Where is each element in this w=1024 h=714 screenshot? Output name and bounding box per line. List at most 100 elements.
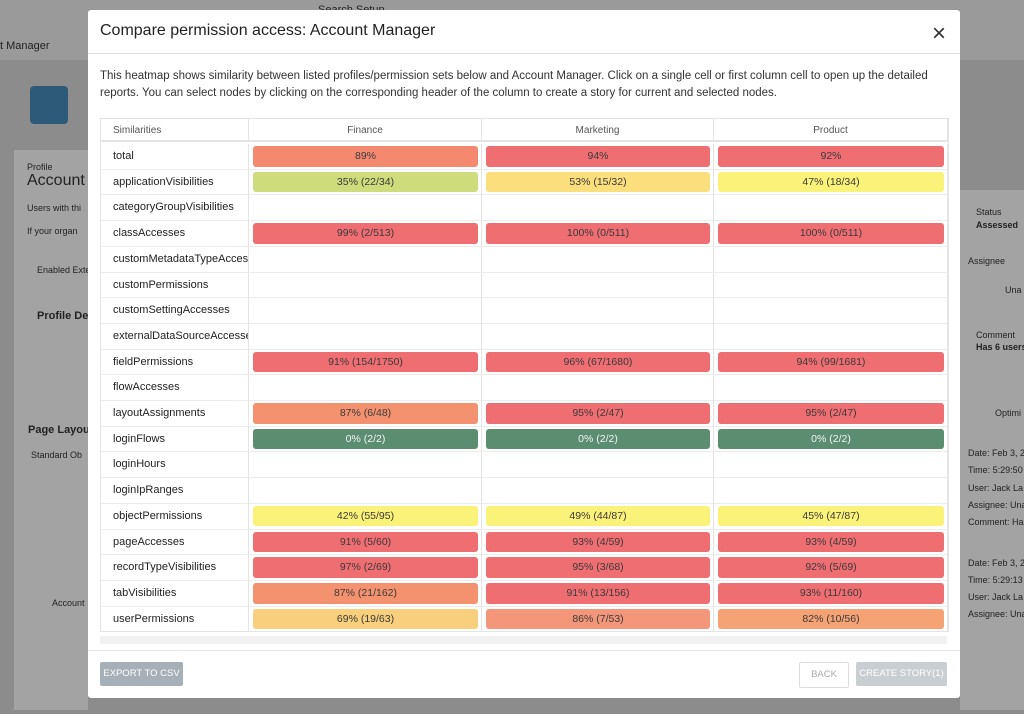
- row-divider: [101, 502, 948, 504]
- row-label[interactable]: applicationVisibilities: [101, 169, 249, 196]
- row-label[interactable]: customSettingAccesses: [101, 298, 249, 324]
- background-text: User: Jack La: [968, 592, 1024, 602]
- heat-cell[interactable]: 99% (2/513): [253, 223, 478, 244]
- footer-divider: [88, 650, 960, 651]
- heat-cell[interactable]: 87% (6/48): [253, 403, 478, 424]
- row-label[interactable]: total: [101, 144, 249, 170]
- column-divider: [481, 144, 482, 170]
- row-label[interactable]: pageAccesses: [101, 529, 249, 556]
- row-divider: [101, 605, 948, 607]
- background-text: Users with thi: [27, 203, 82, 213]
- row-label[interactable]: loginHours: [101, 452, 249, 479]
- background-text: Account: [27, 172, 85, 189]
- heat-cell[interactable]: 100% (0/511): [486, 223, 710, 244]
- row-label[interactable]: categoryGroupVisibilities: [101, 195, 249, 222]
- heat-cell[interactable]: 91% (5/60): [253, 531, 478, 553]
- row-label[interactable]: layoutAssignments: [101, 401, 249, 427]
- heat-cell[interactable]: 89%: [253, 146, 478, 167]
- heat-cell[interactable]: 93% (4/59): [486, 531, 710, 553]
- column-header[interactable]: Finance: [249, 119, 482, 142]
- row-label[interactable]: loginIpRanges: [101, 478, 249, 504]
- heat-cell[interactable]: 95% (2/47): [718, 403, 944, 424]
- heat-cell[interactable]: 91% (13/156): [486, 582, 710, 604]
- row-divider: [101, 220, 948, 222]
- modal: Compare permission access: Account Manag…: [88, 10, 960, 698]
- background-text: Time: 5:29:50: [968, 465, 1023, 475]
- background-text: Comment: [976, 330, 1016, 340]
- column-divider: [713, 401, 714, 427]
- column-divider: [713, 221, 714, 247]
- heat-cell[interactable]: 49% (44/87): [486, 505, 710, 527]
- heat-cell[interactable]: 0% (2/2): [718, 428, 944, 450]
- column-divider: [481, 555, 482, 581]
- heat-cell[interactable]: 100% (0/511): [718, 223, 944, 244]
- heat-cell[interactable]: 92%: [718, 146, 944, 167]
- row-label[interactable]: classAccesses: [101, 221, 249, 247]
- column-divider: [481, 401, 482, 427]
- column-divider: [947, 478, 948, 504]
- column-header[interactable]: Product: [714, 119, 948, 142]
- heat-cell[interactable]: 94%: [486, 146, 710, 167]
- heat-cell[interactable]: 82% (10/56): [718, 608, 944, 630]
- background-text: Assignee: [968, 256, 1006, 266]
- row-label[interactable]: tabVisibilities: [101, 580, 249, 607]
- heat-cell[interactable]: 95% (2/47): [486, 403, 710, 424]
- row-label[interactable]: userPermissions: [101, 606, 249, 631]
- heat-cell[interactable]: 0% (2/2): [253, 428, 478, 450]
- column-divider: [481, 529, 482, 556]
- background-text: Comment: Ha: [968, 517, 1024, 527]
- row-label[interactable]: objectPermissions: [101, 503, 249, 530]
- column-divider: [481, 323, 482, 350]
- close-button[interactable]: ×: [931, 20, 946, 47]
- heat-cell[interactable]: 45% (47/87): [718, 505, 944, 527]
- column-divider: [713, 555, 714, 581]
- modal-title: Compare permission access: Account Manag…: [100, 22, 436, 39]
- row-divider: [101, 451, 948, 453]
- row-divider: [101, 400, 948, 401]
- column-divider: [713, 580, 714, 607]
- column-divider: [713, 144, 714, 170]
- row-label[interactable]: customPermissions: [101, 272, 249, 299]
- column-divider: [481, 426, 482, 453]
- heat-cell[interactable]: 42% (55/95): [253, 505, 478, 527]
- column-header[interactable]: Marketing: [482, 119, 714, 142]
- back-button[interactable]: BACK: [799, 662, 849, 688]
- heat-cell[interactable]: 91% (154/1750): [253, 351, 478, 373]
- column-divider: [947, 375, 948, 401]
- heat-cell[interactable]: 96% (67/1680): [486, 351, 710, 373]
- heat-cell[interactable]: 94% (99/1681): [718, 351, 944, 373]
- heat-cell[interactable]: 0% (2/2): [486, 428, 710, 450]
- row-label[interactable]: customMetadataTypeAcces: [101, 246, 249, 273]
- background-text: Optimi: [995, 408, 1022, 418]
- heat-cell[interactable]: 86% (7/53): [486, 608, 710, 630]
- heat-cell[interactable]: 47% (18/34): [718, 171, 944, 193]
- left-panel: [14, 150, 88, 710]
- column-divider: [713, 169, 714, 196]
- heatmap-table: Similarities Finance Marketing Product total…: [100, 118, 949, 632]
- row-label[interactable]: fieldPermissions: [101, 349, 249, 376]
- heat-cell[interactable]: 95% (3/68): [486, 557, 710, 578]
- create-story-button[interactable]: CREATE STORY(1): [856, 662, 947, 686]
- column-divider: [713, 349, 714, 376]
- row-label[interactable]: loginFlows: [101, 426, 249, 453]
- heat-cell[interactable]: 53% (15/32): [486, 171, 710, 193]
- row-label[interactable]: flowAccesses: [101, 375, 249, 401]
- heat-cell[interactable]: 87% (21/162): [253, 582, 478, 604]
- heat-cell[interactable]: 35% (22/34): [253, 171, 478, 193]
- heat-cell[interactable]: 97% (2/69): [253, 557, 478, 578]
- divider: [88, 53, 960, 54]
- export-button[interactable]: EXPORT TO CSV: [100, 662, 183, 686]
- column-divider: [713, 246, 714, 273]
- column-divider: [713, 452, 714, 479]
- heat-cell[interactable]: 69% (19/63): [253, 608, 478, 630]
- scrollbar: [100, 636, 947, 644]
- row-label[interactable]: externalDataSourceAccesse: [101, 323, 249, 350]
- background-text: Date: Feb 3, 2: [968, 448, 1024, 458]
- row-label[interactable]: recordTypeVisibilities: [101, 555, 249, 581]
- heat-cell[interactable]: 93% (11/160): [718, 582, 944, 604]
- heat-cell[interactable]: 93% (4/59): [718, 531, 944, 553]
- row-divider: [101, 579, 948, 581]
- column-divider: [947, 606, 948, 631]
- heat-cell[interactable]: 92% (5/69): [718, 557, 944, 578]
